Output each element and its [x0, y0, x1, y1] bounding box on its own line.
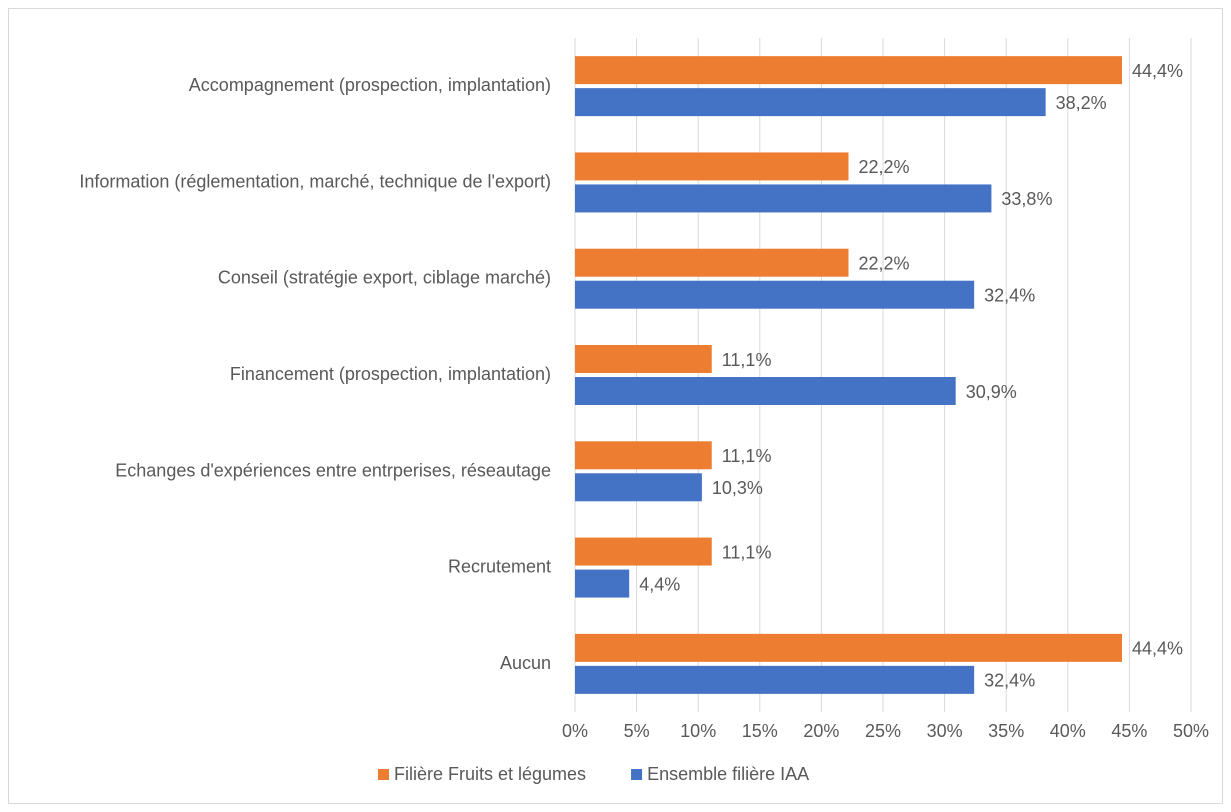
y-tick-label: Financement (prospection, implantation): [230, 364, 551, 384]
bar: [575, 248, 849, 277]
data-label: 11,1%: [722, 542, 772, 562]
data-label: 30,9%: [966, 382, 1017, 402]
bar: [575, 280, 975, 309]
data-label: 44,4%: [1132, 639, 1183, 659]
x-tick-label: 15%: [742, 721, 778, 741]
bar: [575, 88, 1046, 117]
data-label: 33,8%: [1001, 189, 1052, 209]
y-tick-label: Echanges d'expériences entre entrperises…: [115, 460, 551, 480]
x-tick-label: 40%: [1050, 721, 1086, 741]
bar: [575, 633, 1123, 662]
bar: [575, 184, 992, 213]
bar: [575, 473, 702, 502]
x-tick-label: 45%: [1111, 721, 1147, 741]
x-tick-label: 35%: [988, 721, 1024, 741]
x-tick-label: 10%: [680, 721, 716, 741]
y-tick-label: Recrutement: [448, 556, 551, 576]
y-tick-label: Accompagnement (prospection, implantatio…: [189, 75, 551, 95]
bar: [575, 152, 849, 181]
x-tick-label: 5%: [624, 721, 650, 741]
bar: [575, 537, 712, 566]
bar: [575, 377, 956, 405]
legend-swatch: [378, 769, 389, 780]
y-tick-label: Aucun: [500, 653, 551, 673]
bar: [575, 569, 630, 598]
bar: [575, 345, 712, 373]
bar: [575, 665, 975, 694]
legend-label: Ensemble filière IAA: [647, 764, 809, 784]
legend-swatch: [631, 769, 643, 780]
data-label: 10,3%: [712, 478, 763, 498]
x-tick-label: 50%: [1173, 721, 1209, 741]
data-label: 22,2%: [859, 157, 910, 177]
data-label: 11,1%: [722, 350, 772, 370]
x-tick-label: 20%: [803, 721, 839, 741]
y-tick-label: Information (réglementation, marché, tec…: [79, 171, 551, 191]
bar: [575, 441, 712, 470]
data-label: 22,2%: [859, 253, 910, 273]
data-label: 32,4%: [984, 285, 1035, 305]
data-label: 38,2%: [1056, 93, 1107, 113]
bar: [575, 56, 1123, 85]
data-label: 11,1%: [722, 446, 772, 466]
y-tick-label: Conseil (stratégie export, ciblage march…: [218, 267, 551, 287]
x-tick-label: 30%: [927, 721, 963, 741]
x-tick-label: 0%: [562, 721, 588, 741]
data-label: 44,4%: [1132, 61, 1183, 81]
x-tick-label: 25%: [865, 721, 901, 741]
data-label: 4,4%: [639, 574, 680, 594]
data-label: 32,4%: [984, 671, 1035, 691]
legend-label: Filière Fruits et légumes: [394, 764, 586, 784]
